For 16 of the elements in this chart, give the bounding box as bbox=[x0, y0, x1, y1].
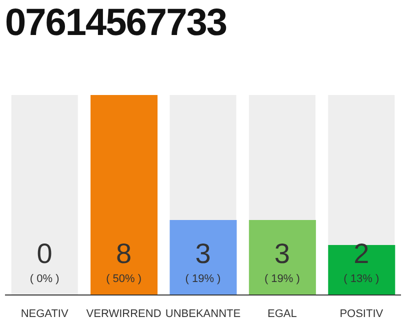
data-label: 3 bbox=[195, 238, 211, 269]
x-tick-label: VERWIRREND bbox=[86, 308, 162, 320]
x-tick-label: POSITIV bbox=[340, 308, 384, 320]
annotation: ( 19% ) bbox=[185, 273, 221, 285]
annotation: ( 0% ) bbox=[30, 273, 60, 285]
data-label: 3 bbox=[274, 238, 290, 269]
annotation: ( 50% ) bbox=[106, 273, 142, 285]
data-label: 8 bbox=[116, 238, 132, 269]
x-tick-label: NEGATIV bbox=[20, 308, 69, 320]
annotation: ( 19% ) bbox=[264, 273, 300, 285]
x-tick-label: EGAL bbox=[268, 308, 297, 320]
annotation: ( 13% ) bbox=[344, 273, 380, 285]
data-label: 0 bbox=[36, 238, 52, 269]
x-tick-label: UNBEKANNTE bbox=[165, 308, 241, 320]
data-label: 2 bbox=[354, 238, 370, 269]
chart-title: 07614567733 bbox=[5, 2, 226, 45]
